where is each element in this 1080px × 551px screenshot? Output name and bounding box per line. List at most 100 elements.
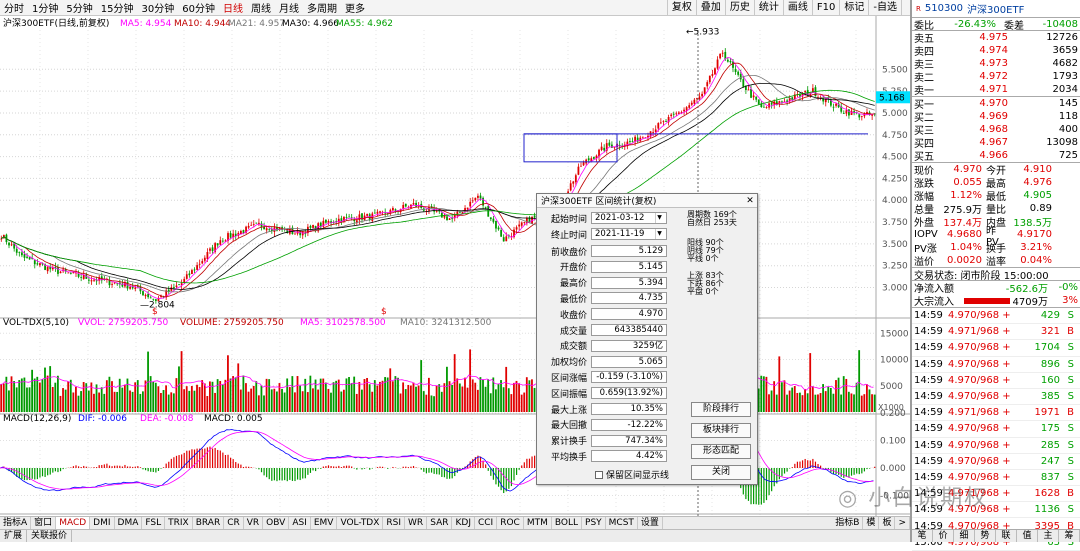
indicator-tab[interactable]: OBV bbox=[263, 517, 290, 529]
weicha-value: -10408 bbox=[1042, 18, 1078, 30]
volume-bar bbox=[458, 383, 461, 412]
indicator-tab[interactable]: 窗口 bbox=[31, 517, 57, 529]
indicator-tab[interactable]: RSI bbox=[383, 517, 406, 529]
indicator-tab[interactable]: DMI bbox=[90, 517, 115, 529]
indicator-tab[interactable]: DMA bbox=[115, 517, 143, 529]
tick-time: 14:59 bbox=[914, 342, 943, 354]
vol-ma10-label: MA10: 3241312.500 bbox=[400, 318, 492, 328]
period-tab[interactable]: 多周期 bbox=[306, 4, 337, 15]
indicator-tab[interactable]: > bbox=[895, 517, 910, 529]
period-tab[interactable]: 15分钟 bbox=[100, 4, 134, 15]
tick-sign: + bbox=[1002, 520, 1011, 532]
indicator-tab[interactable]: ASI bbox=[289, 517, 311, 529]
candle-body bbox=[696, 98, 698, 100]
volume-bar bbox=[93, 393, 95, 412]
detail-tab[interactable]: 价 bbox=[933, 530, 954, 542]
tick-row: 14:59 4.970/968 +429 S bbox=[912, 308, 1080, 325]
bottom-tab[interactable]: 扩展 bbox=[0, 530, 28, 542]
tool-button[interactable]: 统计 bbox=[753, 0, 783, 16]
detail-tab[interactable]: 值 bbox=[1017, 530, 1038, 542]
volume-bar bbox=[446, 366, 448, 412]
dialog-button[interactable]: 阶段排行 bbox=[691, 402, 751, 417]
keep-interval-checkbox[interactable]: 保留区间显示线 bbox=[595, 468, 669, 481]
candle-body bbox=[500, 230, 503, 237]
tool-button[interactable]: 复权 bbox=[666, 0, 696, 16]
stat-value: 3259亿 bbox=[591, 339, 667, 352]
indicator-tab[interactable]: BOLL bbox=[552, 517, 583, 529]
detail-tab[interactable]: 笔 bbox=[912, 530, 933, 542]
period-tab[interactable]: 1分钟 bbox=[32, 4, 59, 15]
indicator-tab[interactable]: FSL bbox=[142, 517, 166, 529]
kline-chart[interactable]: 5.5005.2505.0004.7504.5004.2504.0003.750… bbox=[0, 16, 910, 516]
indicator-tab[interactable]: MTM bbox=[524, 517, 552, 529]
start-date-picker[interactable]: 2021-03-12 ▼ bbox=[591, 212, 667, 224]
tool-button[interactable]: 叠加 bbox=[695, 0, 725, 16]
dialog-button[interactable]: 形态匹配 bbox=[691, 444, 751, 459]
period-tab[interactable]: 分时 bbox=[4, 4, 24, 15]
dialog-button[interactable]: 关闭 bbox=[691, 465, 751, 480]
period-tab[interactable]: 30分钟 bbox=[141, 4, 175, 15]
detail-tab[interactable]: 筹 bbox=[1059, 530, 1080, 542]
indicator-tab[interactable]: MCST bbox=[606, 517, 638, 529]
period-tab[interactable]: 更多 bbox=[344, 4, 365, 15]
tick-time: 14:59 bbox=[914, 423, 943, 435]
tool-button[interactable]: 标记 bbox=[839, 0, 868, 16]
detail-tab[interactable]: 细 bbox=[954, 530, 975, 542]
indicator-tab[interactable]: SAR bbox=[427, 517, 453, 529]
indicator-tab[interactable]: 指标A bbox=[0, 517, 32, 529]
period-tab[interactable]: 5分钟 bbox=[66, 4, 93, 15]
indicator-tab[interactable]: EMV bbox=[311, 517, 338, 529]
tool-button[interactable]: 画线 bbox=[782, 0, 812, 16]
tick-price-text: 4.970/968 bbox=[948, 504, 1000, 516]
volume-bar bbox=[221, 384, 224, 412]
tool-button[interactable]: F10 bbox=[811, 0, 839, 16]
candle-body bbox=[317, 223, 320, 232]
indicator-tab[interactable]: 设置 bbox=[638, 517, 663, 529]
tick-price-text: 4.970/968 bbox=[948, 358, 1000, 370]
period-tabs: 分时 1分钟 5分钟 15分钟 30分钟 60分钟 日线 周线 月线 多周期 更多 bbox=[0, 0, 369, 15]
indicator-tab[interactable]: ROC bbox=[497, 517, 524, 529]
detail-tab[interactable]: 联 bbox=[996, 530, 1017, 542]
indicator-tab[interactable]: 模 bbox=[863, 517, 880, 529]
indicator-tab[interactable]: VR bbox=[244, 517, 264, 529]
y-tick-label: 5.000 bbox=[882, 109, 908, 119]
indicator-tab[interactable]: PSY bbox=[582, 517, 606, 529]
period-tab[interactable]: 60分钟 bbox=[182, 4, 215, 15]
period-tab[interactable]: 周线 bbox=[250, 4, 271, 15]
stat-label: 开盘价 bbox=[559, 263, 587, 274]
tool-button[interactable]: -自选 bbox=[868, 0, 901, 16]
close-icon[interactable]: ✕ bbox=[746, 195, 754, 206]
indicator-tab[interactable]: 指标B bbox=[832, 517, 864, 529]
volume-bar bbox=[518, 383, 520, 412]
detail-tab[interactable]: 势 bbox=[975, 530, 996, 542]
end-date-picker[interactable]: 2021-11-19 ▼ bbox=[591, 228, 667, 240]
volume-bar bbox=[275, 391, 278, 412]
candle-body bbox=[149, 297, 152, 299]
indicator-tab[interactable]: VOL-TDX bbox=[337, 517, 384, 529]
indicator-tab[interactable]: TRIX bbox=[165, 517, 193, 529]
candle-body bbox=[850, 110, 853, 116]
dialog-button[interactable]: 板块排行 bbox=[691, 423, 751, 438]
tick-side: S bbox=[1067, 439, 1074, 451]
indicator-tab[interactable]: CCI bbox=[475, 517, 498, 529]
candle-body bbox=[252, 223, 255, 225]
indicator-tab[interactable]: BRAR bbox=[193, 517, 225, 529]
indicator-tab[interactable]: KDJ bbox=[452, 517, 475, 529]
indicator-tab[interactable]: WR bbox=[405, 517, 428, 529]
volume-bar bbox=[154, 382, 157, 412]
tool-button[interactable]: 历史 bbox=[724, 0, 754, 16]
checkbox-box[interactable] bbox=[595, 470, 603, 479]
volume-bar bbox=[796, 392, 799, 412]
indicator-tab[interactable]: 板 bbox=[879, 517, 896, 529]
volume-bar bbox=[440, 391, 443, 412]
candle-body bbox=[662, 120, 665, 122]
indicator-tab[interactable]: MACD bbox=[56, 517, 91, 529]
tool-button[interactable] bbox=[901, 0, 910, 16]
detail-tab[interactable]: 主 bbox=[1038, 530, 1059, 542]
bottom-tab[interactable]: 关联报价 bbox=[27, 530, 73, 542]
period-tab[interactable]: 日线 bbox=[222, 4, 243, 15]
period-tab[interactable]: 月线 bbox=[278, 4, 299, 15]
indicator-tab[interactable]: CR bbox=[224, 517, 244, 529]
volume-bar bbox=[87, 390, 90, 412]
candle-body bbox=[822, 97, 825, 102]
